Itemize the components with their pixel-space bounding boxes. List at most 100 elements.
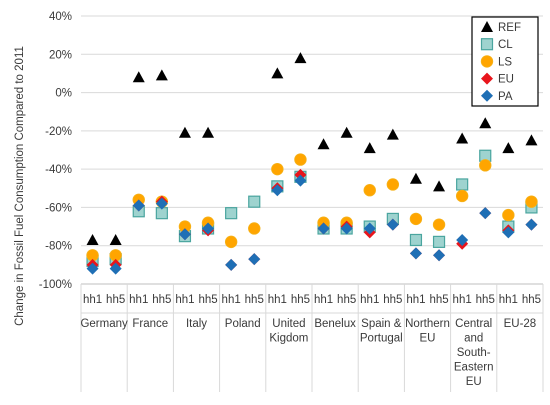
y-tick-label: 0% <box>55 88 72 100</box>
legend-marker-cl <box>480 38 494 51</box>
x-tick-label: hh1 <box>175 294 194 306</box>
legend-label: LS <box>498 56 512 68</box>
x-tick-label: hh5 <box>152 294 171 306</box>
legend-marker-eu <box>481 72 493 85</box>
x-tick-label: hh5 <box>291 294 310 306</box>
pa-marker <box>132 199 145 212</box>
ls-marker <box>248 222 261 235</box>
ref-marker <box>178 126 191 138</box>
group-label: Northern <box>405 318 450 330</box>
cl-marker <box>456 178 469 191</box>
series-ls <box>86 153 538 262</box>
group-label: United <box>272 318 305 330</box>
group-label: South- <box>457 347 491 359</box>
group-label: Portugal <box>360 333 403 345</box>
series-pa <box>86 174 538 275</box>
group-label: and <box>464 333 483 345</box>
series-ref <box>86 52 538 245</box>
pa-marker <box>225 258 238 271</box>
group-label: Kigdom <box>269 333 308 345</box>
ref-marker <box>409 172 422 184</box>
group-label: Central <box>455 318 492 330</box>
ls-marker <box>271 162 284 176</box>
ls-marker <box>294 153 307 166</box>
pa-marker <box>456 233 469 246</box>
ls-marker <box>224 235 238 249</box>
legend-label: EU <box>498 74 514 86</box>
y-tick-label: -40% <box>45 164 72 176</box>
pa-marker <box>178 228 191 241</box>
ref-marker <box>502 142 515 154</box>
ref-marker <box>271 67 284 79</box>
y-axis-ticks: -100% -80% -60% -40% -20% 0% 20% 40% <box>39 11 72 291</box>
x-tick-label: hh1 <box>499 294 518 306</box>
x-tick-label: hh1 <box>129 294 148 306</box>
cl-marker <box>432 235 446 248</box>
group-label: Germany <box>80 318 128 330</box>
legend-label: CL <box>498 39 513 51</box>
pa-marker <box>202 222 215 235</box>
data-markers <box>86 52 538 275</box>
pa-marker <box>340 222 353 235</box>
category-separators <box>80 284 544 392</box>
y-tick-label: -80% <box>45 241 72 253</box>
pa-marker <box>109 262 122 275</box>
ref-marker <box>86 233 99 245</box>
ref-marker <box>433 180 446 192</box>
x-tick-label: hh5 <box>476 294 495 306</box>
x-tick-label: hh5 <box>337 294 356 306</box>
x-tick-label: hh5 <box>429 294 448 306</box>
pa-marker <box>525 218 538 231</box>
pa-marker <box>294 174 307 187</box>
ref-marker <box>363 142 376 154</box>
x-tick-label: hh1 <box>268 294 287 306</box>
y-tick-label: -20% <box>45 126 72 138</box>
cl-marker <box>225 207 238 220</box>
group-label: Benelux <box>314 318 356 330</box>
x-tick-label: hh1 <box>314 294 333 306</box>
x-tick-label: hh1 <box>406 294 425 306</box>
pa-marker <box>386 218 399 231</box>
y-tick-label: 40% <box>49 11 72 23</box>
x-tick-label: hh1 <box>360 294 379 306</box>
x-tick-label: hh5 <box>383 294 402 306</box>
ls-marker <box>363 183 376 197</box>
ref-marker <box>294 52 307 64</box>
group-label: EU <box>420 333 436 345</box>
y-tick-label: -60% <box>45 202 72 214</box>
group-label: EU-28 <box>504 318 537 330</box>
ref-marker <box>155 69 168 81</box>
x-tick-label: hh5 <box>106 294 125 306</box>
series-eu <box>86 168 538 271</box>
ref-marker <box>479 117 492 129</box>
group-label: Eastern <box>454 362 494 374</box>
cl-marker <box>248 195 261 208</box>
ref-marker <box>386 128 399 140</box>
ls-marker <box>409 212 423 226</box>
ls-marker <box>525 195 538 208</box>
legend-marker-ref <box>481 21 493 32</box>
ref-marker <box>317 138 330 150</box>
x-axis-group-labels: Germany France Italy Poland United Kigdom Bene… <box>80 318 536 388</box>
x-tick-label: hh1 <box>453 294 472 306</box>
group-label: EU <box>466 376 482 388</box>
ref-marker <box>109 233 122 245</box>
legend-marker-ls <box>480 55 494 68</box>
legend-label: PA <box>498 91 513 103</box>
legend-label: REF <box>498 22 521 34</box>
y-axis-label: Change in Fossil Fuel Consumption Compar… <box>14 46 26 326</box>
x-tick-label: hh1 <box>83 294 102 306</box>
pa-marker <box>363 222 376 235</box>
ls-marker <box>479 159 492 172</box>
pa-marker <box>317 222 330 235</box>
pa-marker <box>248 253 261 266</box>
pa-marker <box>479 207 492 220</box>
pa-marker <box>502 226 515 239</box>
pa-marker <box>271 184 284 197</box>
pa-marker <box>86 262 99 275</box>
series-cl <box>86 149 538 268</box>
x-tick-label: hh5 <box>522 294 541 306</box>
group-label: France <box>132 318 168 330</box>
y-tick-label: 20% <box>49 49 72 61</box>
